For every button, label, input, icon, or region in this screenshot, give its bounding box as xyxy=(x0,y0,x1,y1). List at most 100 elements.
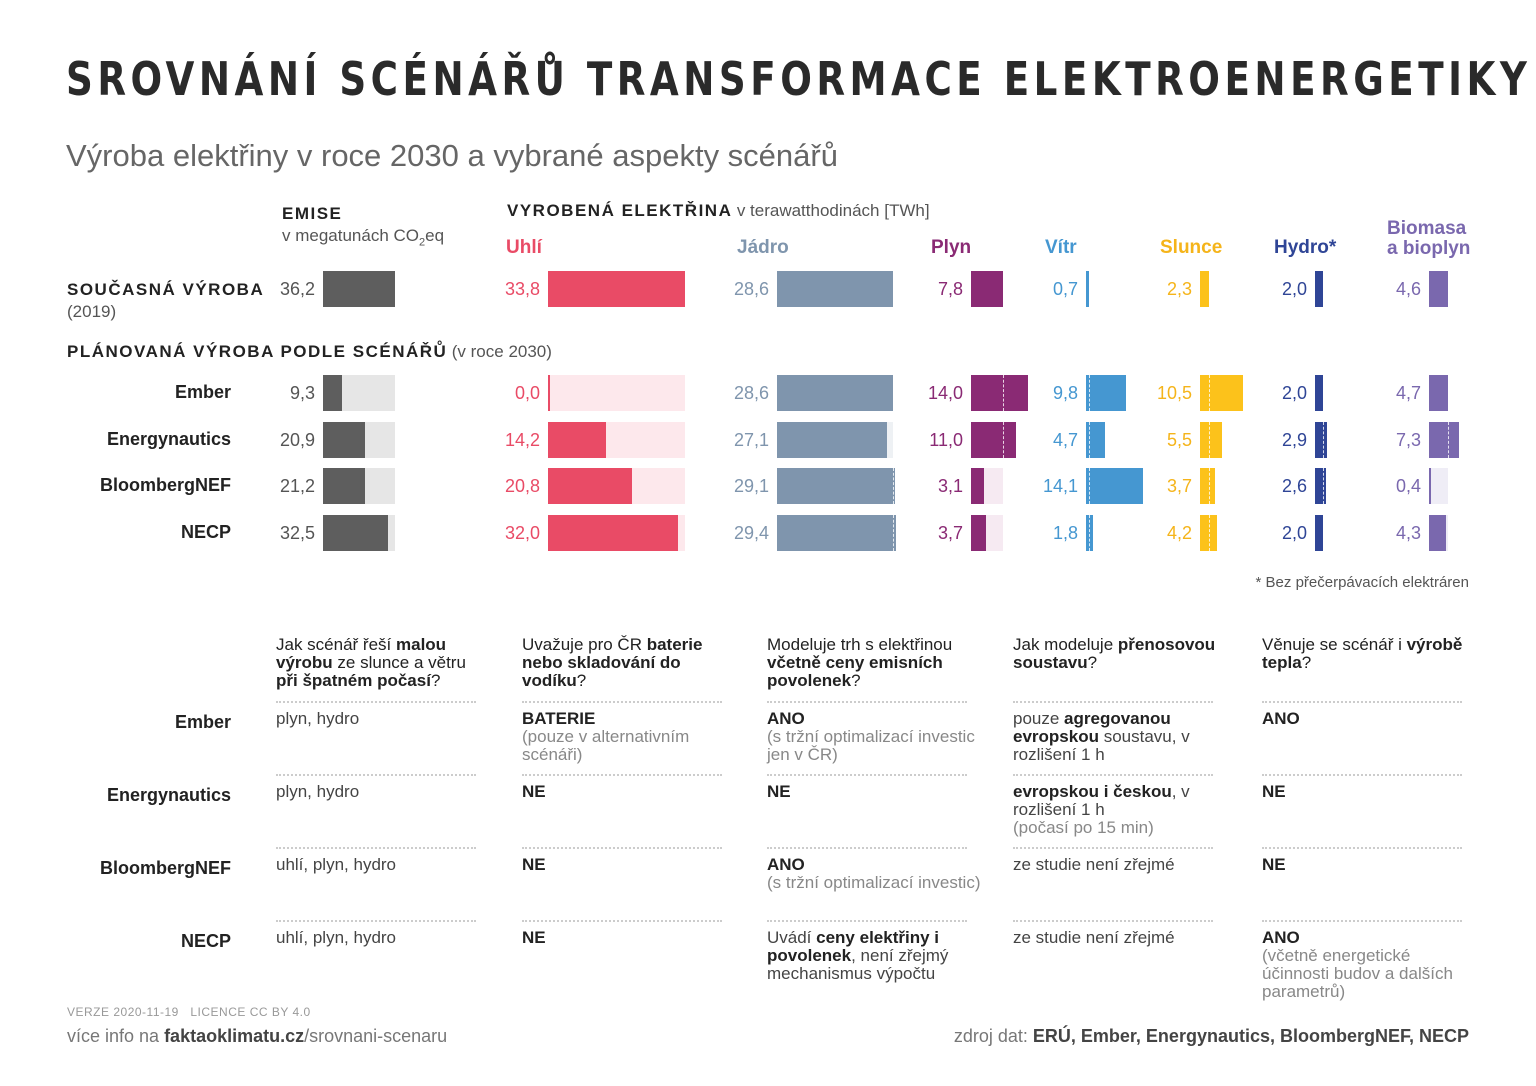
bar-wind xyxy=(1086,468,1144,504)
reference-marker-solar xyxy=(1209,515,1211,551)
cell-text: uhlí, plyn, hydro xyxy=(276,928,397,947)
table-cell: ze studie není zřejmé xyxy=(1013,856,1228,874)
divider xyxy=(276,701,476,703)
chart-row-label: BloombergNEF xyxy=(99,475,231,495)
cell-bold-text: ANO xyxy=(1262,928,1300,947)
table-column-header: Uvažuje pro ČR baterie nebo skladování d… xyxy=(522,636,732,690)
bar-coal xyxy=(548,515,678,551)
divider xyxy=(767,774,967,776)
bar-solar xyxy=(1200,422,1223,458)
bar-biomass xyxy=(1429,468,1431,504)
table-cell: ANO (včetně energetické účinnosti budov a… xyxy=(1262,929,1477,1001)
bar-wind xyxy=(1086,375,1126,411)
table-cell: ANO (s tržní optimalizací investic) xyxy=(767,856,982,892)
value-label-coal: 32,0 xyxy=(504,523,540,543)
value-label-emise: 21,2 xyxy=(279,476,315,496)
cell-text: ze slunce a větru xyxy=(332,653,466,672)
cell-note: (včetně energetické účinnosti budov a da… xyxy=(1262,946,1453,1001)
value-label-gas: 3,1 xyxy=(937,476,963,496)
divider xyxy=(1013,920,1213,922)
reference-marker-solar xyxy=(1209,375,1211,411)
electricity-header: VYROBENÁ ELEKTŘINA v terawatthodinách [T… xyxy=(507,201,930,221)
value-label-hydro: 2,9 xyxy=(1281,430,1307,450)
electricity-title: VYROBENÁ ELEKTŘINA xyxy=(507,201,733,220)
cell-bold-text: včetně ceny emisních povolenek xyxy=(767,653,943,690)
value-label-biomass: 7,3 xyxy=(1395,430,1421,450)
cell-text: ? xyxy=(430,671,441,690)
table-row-label: Ember xyxy=(174,712,231,732)
column-header-nuclear: Jádro xyxy=(737,238,789,258)
column-header-line: Biomasa xyxy=(1387,218,1467,239)
value-label-wind: 0,7 xyxy=(1052,279,1078,299)
planned-title: PLÁNOVANÁ VÝROBA PODLE SCÉNÁŘŮ xyxy=(67,342,448,361)
table-cell: ANO xyxy=(1262,710,1477,728)
chart-row-label: Energynautics xyxy=(106,429,231,449)
bar-emise xyxy=(323,515,388,551)
more-info-link[interactable]: faktaoklimatu.cz xyxy=(164,1026,305,1046)
divider xyxy=(1013,847,1213,849)
reference-marker-solar xyxy=(1209,468,1211,504)
divider xyxy=(767,847,967,849)
more-info: více info na faktaoklimatu.cz/srovnani-s… xyxy=(67,1026,447,1047)
table-cell: plyn, hydro xyxy=(276,710,491,728)
cell-bold-text: agregovanou evropskou xyxy=(1013,709,1171,746)
cell-note: (pouze v alternativním scénáři) xyxy=(522,727,690,764)
bar-gas xyxy=(971,271,1003,307)
emise-unit-sub: 2 xyxy=(419,236,426,249)
divider xyxy=(522,847,722,849)
bar-emise xyxy=(323,468,366,504)
bar-biomass xyxy=(1429,375,1449,411)
cell-text: ze studie není zřejmé xyxy=(1013,928,1175,947)
reference-bar-coal xyxy=(548,375,685,411)
cell-note: (s tržní optimalizací investic jen v ČR) xyxy=(767,727,975,764)
cell-bold-text: přenosovou soustavu xyxy=(1013,635,1216,672)
table-cell: uhlí, plyn, hydro xyxy=(276,856,491,874)
data-source: zdroj dat: ERÚ, Ember, Energynautics, Bl… xyxy=(954,1026,1469,1047)
value-label-wind: 14,1 xyxy=(1042,476,1078,496)
column-header-line: Hydro* xyxy=(1274,237,1337,258)
divider xyxy=(522,774,722,776)
column-header-line: a bioplyn xyxy=(1387,238,1471,259)
reference-marker-wind xyxy=(1088,515,1090,551)
value-label-solar: 3,7 xyxy=(1166,476,1192,496)
column-header-line: Vítr xyxy=(1045,237,1077,258)
value-label-hydro: 2,0 xyxy=(1281,279,1307,299)
value-label-gas: 7,8 xyxy=(937,279,963,299)
cell-text: ze studie není zřejmé xyxy=(1013,855,1175,874)
bar-coal xyxy=(548,468,633,504)
value-label-nuclear: 29,1 xyxy=(733,476,769,496)
value-label-biomass: 0,4 xyxy=(1395,476,1421,496)
value-label-hydro: 2,0 xyxy=(1281,383,1307,403)
table-cell: NE xyxy=(522,856,737,874)
cell-bold-text: NE xyxy=(522,928,546,947)
bar-wind xyxy=(1086,271,1089,307)
value-label-hydro: 2,6 xyxy=(1281,476,1307,496)
cell-bold-text: ANO xyxy=(1262,709,1300,728)
cell-bold-text: ceny elektřiny i povolenek xyxy=(767,928,939,965)
value-label-nuclear: 28,6 xyxy=(733,383,769,403)
reference-marker-gas xyxy=(1002,375,1004,411)
cell-bold-text: NE xyxy=(522,855,546,874)
more-info-path[interactable]: /srovnani-scenaru xyxy=(304,1026,448,1046)
cell-text: pouze xyxy=(1013,709,1065,728)
divider xyxy=(522,920,722,922)
cell-text: , není zřejmý mechanismus výpočtu xyxy=(767,946,949,983)
table-column-header: Věnuje se scénář i výrobě tepla? xyxy=(1262,636,1472,672)
cell-bold-text: evropskou i českou xyxy=(1013,782,1172,801)
reference-marker-hydro xyxy=(1323,468,1325,504)
emise-header: EMISE v megatunách CO2eq xyxy=(282,203,444,253)
cell-text: Uvádí xyxy=(767,928,817,947)
cell-text: uhlí, plyn, hydro xyxy=(276,855,397,874)
bar-nuclear xyxy=(777,375,893,411)
cell-text: , v rozlišení 1 h xyxy=(1013,782,1190,819)
divider xyxy=(1262,920,1462,922)
table-row-label: BloombergNEF xyxy=(99,858,231,878)
planned-label: PLÁNOVANÁ VÝROBA PODLE SCÉNÁŘŮ (v roce 2… xyxy=(67,342,552,362)
column-header-line: Jádro xyxy=(737,237,789,258)
bar-hydro xyxy=(1315,515,1324,551)
cell-bold-text: výrobě tepla xyxy=(1262,635,1463,672)
table-row-label: NECP xyxy=(180,931,231,951)
column-header-hydro: Hydro* xyxy=(1274,238,1336,258)
bar-biomass xyxy=(1429,271,1448,307)
current-title: SOUČASNÁ VÝROBA xyxy=(67,280,265,299)
